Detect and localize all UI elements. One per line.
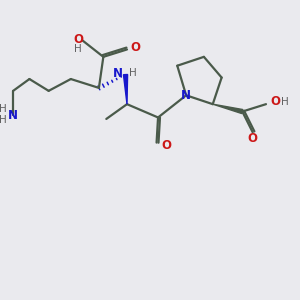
Text: H: H (0, 115, 7, 125)
Polygon shape (124, 74, 128, 104)
Text: O: O (130, 41, 141, 55)
Text: N: N (8, 109, 18, 122)
Text: O: O (161, 139, 171, 152)
Text: H: H (0, 103, 7, 114)
Text: O: O (73, 33, 83, 46)
Text: O: O (248, 132, 258, 145)
Text: O: O (270, 95, 280, 108)
Text: H: H (74, 44, 82, 54)
Polygon shape (213, 104, 243, 114)
Text: H: H (129, 68, 137, 78)
Text: N: N (181, 89, 190, 102)
Text: N: N (113, 67, 123, 80)
Text: H: H (281, 97, 289, 107)
